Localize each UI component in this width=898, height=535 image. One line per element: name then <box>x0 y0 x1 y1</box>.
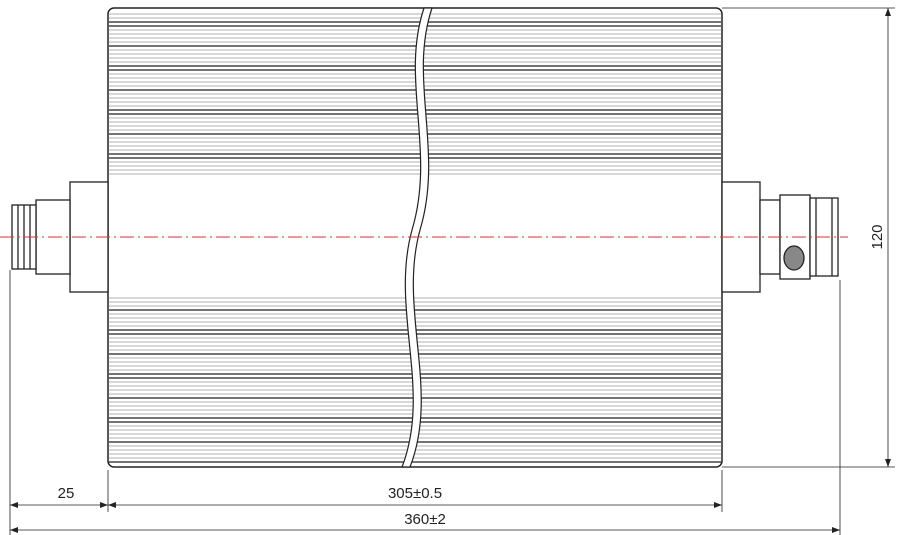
dimension-label: 360±2 <box>404 511 446 528</box>
arrow <box>10 527 18 533</box>
extension-lines <box>9 7 895 535</box>
arrow <box>10 502 18 508</box>
arrow <box>832 527 840 533</box>
arrow <box>108 502 116 508</box>
arrow <box>100 502 108 508</box>
arrow <box>714 502 722 508</box>
arrow <box>885 459 891 467</box>
dimension-label: 120 <box>869 224 886 249</box>
knurl <box>783 245 805 271</box>
dimension-label: 305±0.5 <box>388 485 442 502</box>
dimension-label: 25 <box>58 485 75 502</box>
arrow <box>885 8 891 16</box>
